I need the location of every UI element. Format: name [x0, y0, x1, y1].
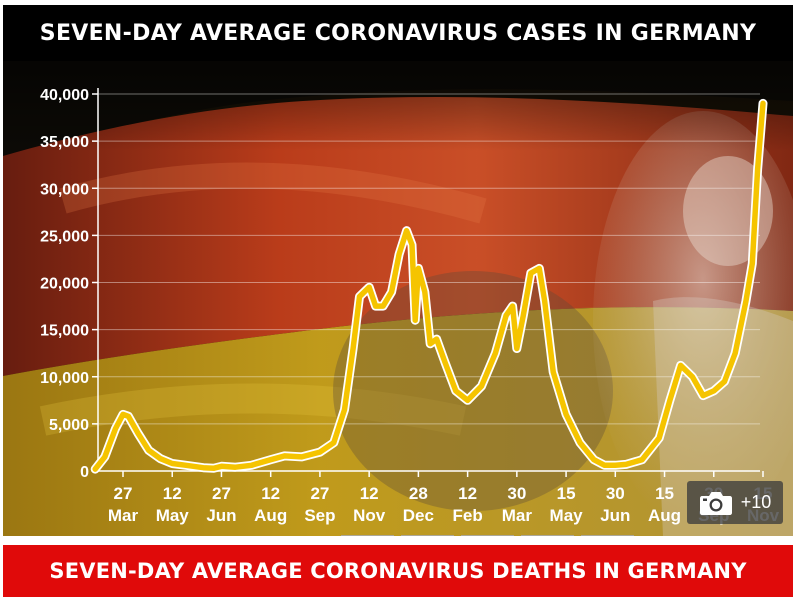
x-tick-month-label: Jun	[600, 506, 630, 525]
x-tick-month-label: Jun	[206, 506, 236, 525]
x-tick-day-label: 30	[507, 484, 526, 503]
x-tick-day-label: 27	[114, 484, 133, 503]
x-tick-day-label: 15	[557, 484, 576, 503]
x-tick-month-label: Mar	[502, 506, 533, 525]
x-tick-month-label: Aug	[648, 506, 681, 525]
series-confirmed-cases	[90, 98, 768, 474]
facebook-share-button[interactable]	[341, 535, 394, 536]
copy-link-button[interactable]	[581, 535, 634, 536]
x-tick-month-label: May	[156, 506, 190, 525]
background-flag	[3, 61, 793, 536]
photo-gallery-button[interactable]: +10	[687, 481, 783, 524]
x-tick-day-label: 12	[163, 484, 182, 503]
x-tick-day-label: 27	[212, 484, 231, 503]
x-tick-month-label: Dec	[403, 506, 434, 525]
y-tick-label: 35,000	[40, 134, 89, 151]
x-tick-day-label: 27	[310, 484, 329, 503]
photo-count-label: +10	[740, 492, 772, 512]
x-tick-day-label: 12	[261, 484, 280, 503]
x-tick-day-label: 30	[606, 484, 625, 503]
y-tick-label: 20,000	[40, 276, 89, 293]
gridlines	[98, 93, 760, 472]
x-tick-day-label: 15	[655, 484, 674, 503]
x-tick-month-label: Feb	[452, 506, 482, 525]
y-tick-label: 40,000	[40, 87, 89, 104]
x-tick-month-label: Aug	[254, 506, 287, 525]
share-bar	[341, 535, 685, 536]
y-tick-label: 30,000	[40, 181, 89, 198]
camera-icon	[699, 491, 732, 515]
x-tick-day-label: 12	[360, 484, 379, 503]
x-tick-day-label: 28	[409, 484, 428, 503]
y-tick-label: 25,000	[40, 228, 89, 245]
x-tick-month-label: Sep	[304, 506, 335, 525]
x-tick-month-label: Nov	[353, 506, 386, 525]
y-axis: 0 5,000 10,000 15,000 20,000 25,000 30,000 35,0…	[40, 87, 99, 481]
y-tick-label: 5,000	[49, 417, 89, 434]
email-share-button[interactable]	[521, 535, 574, 536]
pinterest-share-button[interactable]	[461, 535, 514, 536]
chart-title: SEVEN-DAY AVERAGE CORONAVIRUS CASES IN G…	[3, 5, 793, 61]
y-tick-label: 10,000	[40, 370, 89, 387]
x-tick-month-label: May	[550, 506, 584, 525]
more-share-button[interactable]	[641, 535, 685, 536]
cases-chart: 0 5,000 10,000 15,000 20,000 25,000 30,000 35,0…	[3, 61, 793, 536]
x-tick-day-label: 12	[458, 484, 477, 503]
x-tick-month-label: Mar	[108, 506, 139, 525]
chart-svg: 0 5,000 10,000 15,000 20,000 25,000 30,000 35,0…	[3, 61, 793, 536]
y-tick-label: 0	[80, 464, 89, 481]
y-tick-label: 15,000	[40, 323, 89, 340]
deaths-chart-title[interactable]: SEVEN-DAY AVERAGE CORONAVIRUS DEATHS IN …	[3, 545, 793, 597]
twitter-share-button[interactable]	[401, 535, 454, 536]
